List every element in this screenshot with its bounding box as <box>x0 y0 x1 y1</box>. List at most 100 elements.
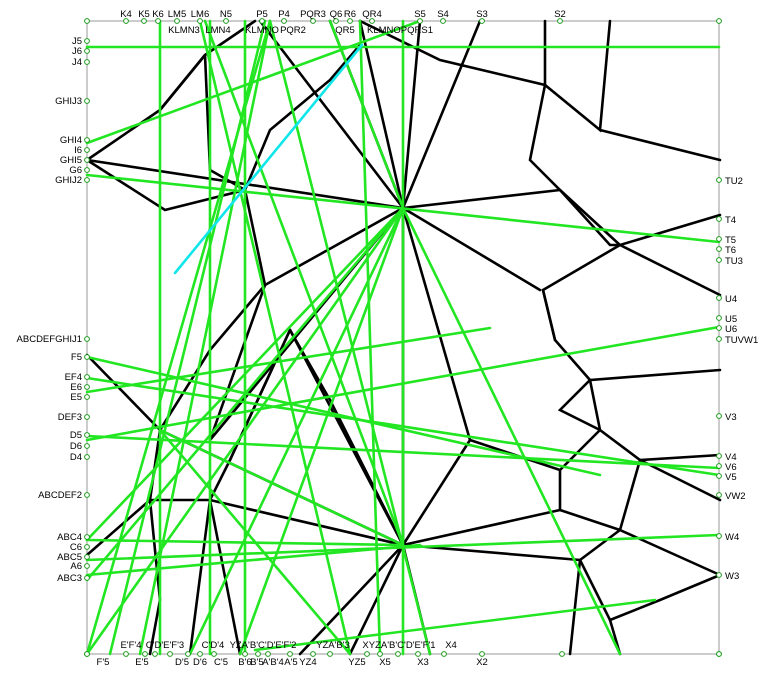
vertex-dot <box>197 651 203 657</box>
bottom-label: F'5 <box>97 657 110 668</box>
vertex-dot <box>84 554 90 560</box>
vertex-dot <box>185 651 191 657</box>
vertex-dot <box>479 18 485 24</box>
vertex-dot <box>167 651 173 657</box>
bottom-label: X5 <box>379 657 391 668</box>
vertex-dot <box>84 432 90 438</box>
left-label: D4 <box>70 452 82 463</box>
left-label: ABCDEFGHIJ1 <box>17 334 82 345</box>
vertex-dot <box>84 414 90 420</box>
vertex-dot <box>84 394 90 400</box>
vertex-dot <box>84 167 90 173</box>
bottom-label: E'F'4 <box>120 640 141 651</box>
vertex-dot <box>242 651 248 657</box>
vertex-dot <box>259 18 265 24</box>
left-label: D6 <box>70 441 82 452</box>
bottom-label: B'6 <box>238 657 251 668</box>
bottom-label: X2 <box>476 657 488 668</box>
vertex-dot <box>84 59 90 65</box>
vertex-dot <box>716 295 722 301</box>
top-row2-label: LMN4 <box>205 25 230 36</box>
vertex-dot <box>84 177 90 183</box>
right-label: V5 <box>725 472 737 483</box>
vertex-dot <box>369 18 375 24</box>
vertex-dot <box>223 18 229 24</box>
top-label: LM6 <box>191 9 209 20</box>
vertex-dot <box>287 651 293 657</box>
top-label: N5 <box>220 9 232 20</box>
vertex-dot <box>310 651 316 657</box>
vertex-dot <box>84 443 90 449</box>
bottom-label: A'B'4 <box>262 657 284 668</box>
vertex-dot <box>377 651 383 657</box>
top-label: S2 <box>554 9 566 20</box>
bottom-label: E'5 <box>135 657 148 668</box>
left-label: D5 <box>70 430 82 441</box>
vertex-dot <box>84 492 90 498</box>
vertex-dot <box>255 651 261 657</box>
vertex-dot <box>716 336 722 342</box>
bottom-label: B'5 <box>250 657 263 668</box>
vertex-dot <box>716 257 722 263</box>
vertex-dot <box>716 325 722 331</box>
vertex-dot <box>84 575 90 581</box>
vertex-dot <box>84 374 90 380</box>
bottom-label: XYZA'B'C'D'E'F'1 <box>362 640 435 651</box>
vertex-dot <box>84 157 90 163</box>
bottom-label: YZ5 <box>348 657 365 668</box>
top-label: P4 <box>278 9 290 20</box>
vertex-dot <box>716 246 722 252</box>
bottom-label: YZA'B'3 <box>316 640 350 651</box>
bottom-label: D'6 <box>193 657 207 668</box>
left-label: E5 <box>70 392 82 403</box>
bottom-label: C'D'E'F'3 <box>146 640 184 651</box>
left-label: ABCDEF2 <box>38 490 82 501</box>
vertex-dot <box>415 651 421 657</box>
vertex-dot <box>84 544 90 550</box>
right-label: T5 <box>725 235 736 246</box>
left-label: J6 <box>72 46 82 57</box>
vertex-dot <box>174 18 180 24</box>
vertex-dot <box>716 216 722 222</box>
vertex-dot <box>716 18 722 24</box>
right-label: U4 <box>725 294 737 305</box>
vertex-dot <box>152 651 158 657</box>
bottom-label: YZA'B'C'D'E'F'2 <box>230 640 297 651</box>
bottom-label: YZ4 <box>299 657 316 668</box>
vertex-dot <box>84 384 90 390</box>
left-label: G6 <box>69 165 82 176</box>
top-label: S5 <box>414 9 426 20</box>
top-label: QR4 <box>362 9 382 20</box>
vertex-dot <box>265 651 271 657</box>
top-row2-label: PQR2 <box>280 25 306 36</box>
left-label: ABC4 <box>57 532 82 543</box>
vertex-dot <box>84 563 90 569</box>
right-label: V3 <box>725 412 737 423</box>
vertex-dot <box>716 492 722 498</box>
vertex-dot <box>84 18 90 24</box>
vertex-dot <box>84 354 90 360</box>
bottom-label: C'D'4 <box>202 640 225 651</box>
left-label: DEF3 <box>58 412 82 423</box>
vertex-dot <box>84 147 90 153</box>
right-label: TU2 <box>725 176 743 187</box>
top-label: PQR3 <box>300 9 326 20</box>
right-label: V4 <box>725 452 737 463</box>
vertex-dot <box>417 18 423 24</box>
top-label: LM5 <box>168 9 186 20</box>
vertex-dot <box>123 651 129 657</box>
right-label: T4 <box>725 215 736 226</box>
vertex-dot <box>364 651 370 657</box>
vertex-dot <box>716 651 722 657</box>
vertex-dot <box>716 572 722 578</box>
bottom-label: C'5 <box>214 657 228 668</box>
left-label: A6 <box>70 561 82 572</box>
top-row2-label: KLMNO <box>245 25 279 36</box>
top-label: K6 <box>152 9 164 20</box>
vertex-dot <box>716 315 722 321</box>
vertex-dot <box>559 651 565 657</box>
bottom-label: X4 <box>445 640 457 651</box>
vertex-dot <box>84 48 90 54</box>
vertex-dot <box>84 38 90 44</box>
right-label: V6 <box>725 462 737 473</box>
